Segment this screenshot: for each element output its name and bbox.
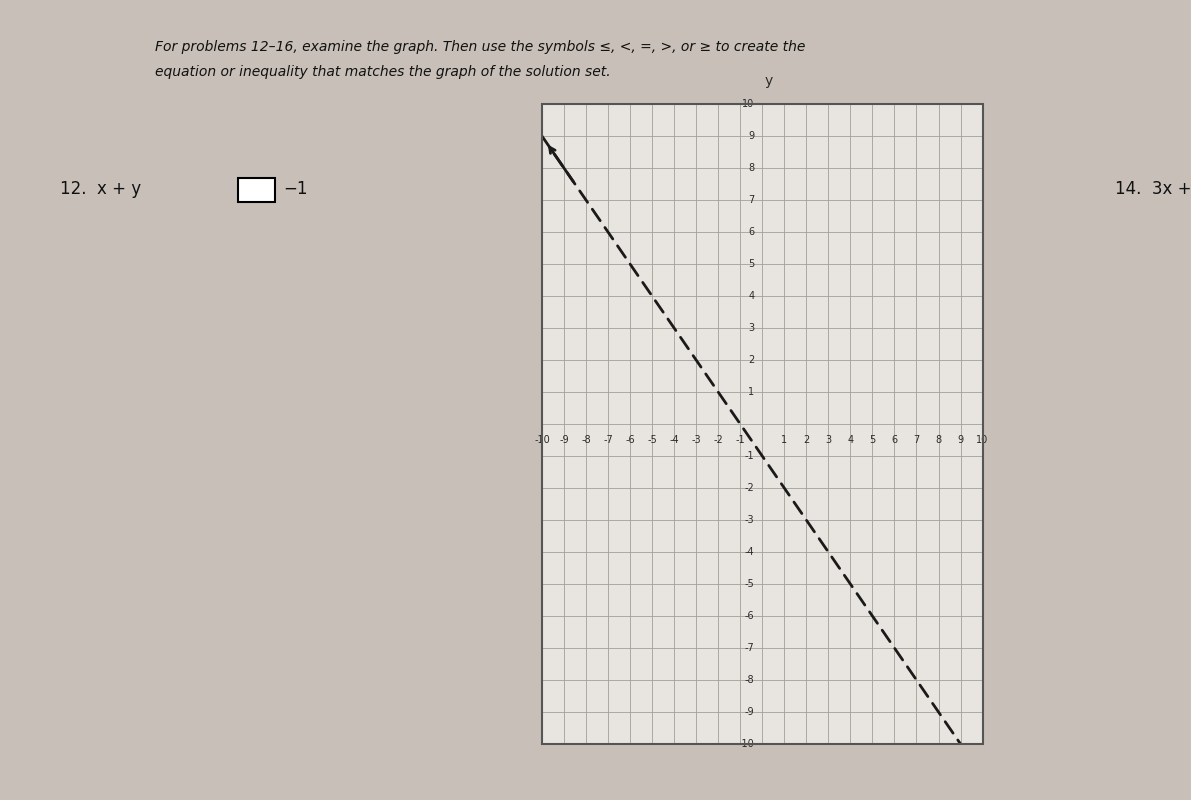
Text: 7: 7 bbox=[748, 195, 755, 205]
Text: 3: 3 bbox=[825, 435, 831, 445]
Text: -6: -6 bbox=[744, 611, 755, 621]
Text: 8: 8 bbox=[935, 435, 942, 445]
Text: -3: -3 bbox=[744, 515, 755, 525]
Bar bbox=[238, 178, 275, 202]
Text: -9: -9 bbox=[744, 707, 755, 717]
Text: 9: 9 bbox=[748, 131, 755, 141]
Text: -5: -5 bbox=[744, 579, 755, 589]
Text: -5: -5 bbox=[647, 435, 657, 445]
Text: -10: -10 bbox=[534, 435, 550, 445]
Text: -9: -9 bbox=[559, 435, 569, 445]
Text: 1: 1 bbox=[748, 387, 755, 397]
Text: 2: 2 bbox=[803, 435, 810, 445]
Bar bbox=[542, 104, 983, 744]
Text: 10: 10 bbox=[977, 435, 989, 445]
Text: -7: -7 bbox=[744, 643, 755, 653]
Text: 5: 5 bbox=[748, 259, 755, 269]
Text: -7: -7 bbox=[603, 435, 613, 445]
Text: 6: 6 bbox=[891, 435, 898, 445]
Text: 8: 8 bbox=[748, 163, 755, 173]
Text: 12.  x + y: 12. x + y bbox=[60, 180, 141, 198]
Text: 4: 4 bbox=[847, 435, 854, 445]
Text: 4: 4 bbox=[748, 291, 755, 301]
Text: -1: -1 bbox=[744, 451, 755, 461]
Text: 9: 9 bbox=[958, 435, 964, 445]
Text: 3: 3 bbox=[748, 323, 755, 333]
Text: -2: -2 bbox=[713, 435, 723, 445]
Text: equation or inequality that matches the graph of the solution set.: equation or inequality that matches the … bbox=[155, 65, 611, 79]
Text: -3: -3 bbox=[691, 435, 701, 445]
Text: −1: −1 bbox=[283, 180, 307, 198]
Text: y: y bbox=[765, 74, 773, 88]
Text: -10: -10 bbox=[738, 739, 755, 749]
Text: -8: -8 bbox=[744, 675, 755, 685]
Text: -4: -4 bbox=[669, 435, 679, 445]
Text: -8: -8 bbox=[581, 435, 591, 445]
Text: 10: 10 bbox=[742, 99, 755, 109]
Text: -1: -1 bbox=[735, 435, 746, 445]
Text: 7: 7 bbox=[913, 435, 919, 445]
Text: 14.  3x +: 14. 3x + bbox=[1115, 180, 1191, 198]
Text: -6: -6 bbox=[625, 435, 635, 445]
Text: -4: -4 bbox=[744, 547, 755, 557]
Text: 2: 2 bbox=[748, 355, 755, 365]
Text: -2: -2 bbox=[744, 483, 755, 493]
Text: 1: 1 bbox=[781, 435, 787, 445]
Text: 5: 5 bbox=[869, 435, 875, 445]
Text: 6: 6 bbox=[748, 227, 755, 237]
Text: For problems 12–16, examine the graph. Then use the symbols ≤, <, =, >, or ≥ to : For problems 12–16, examine the graph. T… bbox=[155, 40, 805, 54]
